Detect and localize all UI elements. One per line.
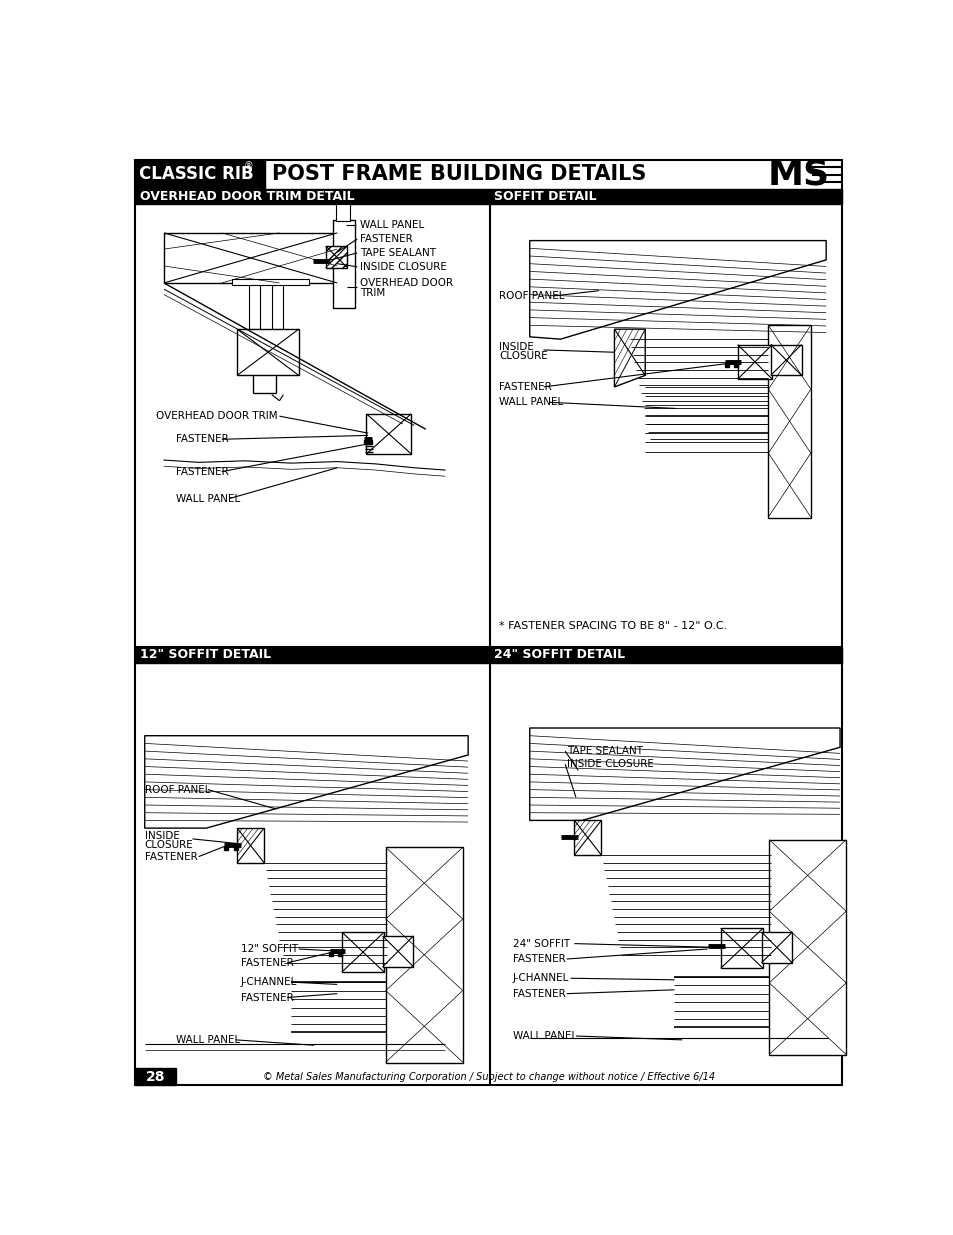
Text: FASTENER: FASTENER	[175, 435, 228, 445]
Text: OVERHEAD DOOR TRIM DETAIL: OVERHEAD DOOR TRIM DETAIL	[140, 190, 355, 204]
Text: 24" SOFFIT: 24" SOFFIT	[513, 939, 569, 948]
Bar	[385, 847, 462, 1063]
Text: 12" SOFFIT DETAIL: 12" SOFFIT DETAIL	[140, 648, 271, 662]
Bar	[720, 929, 762, 968]
Bar	[135, 1068, 175, 1086]
Polygon shape	[529, 727, 840, 820]
Polygon shape	[145, 736, 468, 829]
Polygon shape	[529, 241, 825, 340]
Text: INSIDE: INSIDE	[145, 831, 179, 841]
Text: WALL PANEL: WALL PANEL	[513, 1031, 577, 1041]
Text: * FASTENER SPACING TO BE 8" - 12" O.C.: * FASTENER SPACING TO BE 8" - 12" O.C.	[498, 621, 726, 631]
Text: J-CHANNEL: J-CHANNEL	[241, 977, 297, 987]
Text: CLOSURE: CLOSURE	[498, 351, 547, 361]
Text: SOFFIT DETAIL: SOFFIT DETAIL	[494, 190, 597, 204]
Bar	[489, 189, 841, 205]
Text: POST FRAME BUILDING DETAILS: POST FRAME BUILDING DETAILS	[272, 164, 645, 184]
Text: INSIDE: INSIDE	[498, 342, 534, 352]
Bar	[767, 325, 810, 517]
Bar	[341, 932, 384, 972]
Text: ROOF PANEL: ROOF PANEL	[145, 784, 210, 794]
Bar	[737, 345, 772, 379]
Text: TAPE SEALANT: TAPE SEALANT	[566, 746, 642, 756]
Text: 24" SOFFIT DETAIL: 24" SOFFIT DETAIL	[494, 648, 625, 662]
Text: WALL PANEL: WALL PANEL	[498, 398, 562, 408]
Bar	[770, 345, 801, 375]
Bar	[335, 205, 349, 221]
Text: WALL PANEL: WALL PANEL	[175, 1035, 239, 1045]
Bar	[237, 829, 264, 863]
Bar	[135, 159, 265, 189]
Text: INSIDE CLOSURE: INSIDE CLOSURE	[360, 262, 447, 272]
Bar	[366, 414, 411, 454]
Bar	[768, 840, 845, 1055]
Bar	[489, 647, 841, 662]
Bar	[249, 283, 260, 330]
Text: ROOF PANEL: ROOF PANEL	[498, 291, 564, 301]
Text: WALL PANEL: WALL PANEL	[175, 494, 239, 504]
Bar	[164, 233, 336, 283]
Bar	[135, 189, 489, 205]
Text: OVERHEAD DOOR TRIM: OVERHEAD DOOR TRIM	[156, 411, 277, 421]
Text: FASTENER: FASTENER	[498, 382, 551, 391]
Bar	[325, 246, 347, 268]
Text: ®: ®	[243, 161, 253, 170]
Text: OVERHEAD DOOR: OVERHEAD DOOR	[360, 278, 453, 288]
Text: 28: 28	[146, 1070, 165, 1084]
Text: J-CHANNEL: J-CHANNEL	[513, 973, 569, 983]
Text: FASTENER: FASTENER	[513, 989, 565, 999]
Bar	[382, 936, 413, 967]
Text: FASTENER: FASTENER	[145, 852, 197, 862]
Text: FASTENER: FASTENER	[175, 467, 228, 477]
Text: CLOSURE: CLOSURE	[145, 840, 193, 850]
Text: MS: MS	[767, 157, 829, 191]
Bar	[333, 220, 355, 309]
Text: 12" SOFFIT: 12" SOFFIT	[241, 944, 297, 953]
Text: WALL PANEL: WALL PANEL	[360, 220, 424, 230]
Text: TRIM: TRIM	[360, 288, 385, 298]
Polygon shape	[614, 330, 644, 387]
Text: CLASSIC RIB: CLASSIC RIB	[139, 165, 253, 183]
Text: FASTENER: FASTENER	[241, 958, 294, 968]
Text: © Metal Sales Manufacturing Corporation / Subject to change without notice / Eff: © Metal Sales Manufacturing Corporation …	[263, 1072, 714, 1082]
Bar	[574, 820, 600, 855]
Bar	[272, 283, 283, 330]
Text: FASTENER: FASTENER	[360, 235, 413, 245]
Bar	[760, 932, 792, 963]
Text: TAPE SEALANT: TAPE SEALANT	[360, 248, 436, 258]
Text: FASTENER: FASTENER	[513, 953, 565, 965]
Bar	[232, 279, 309, 285]
Bar	[135, 647, 489, 662]
Bar	[237, 330, 298, 375]
Text: FASTENER: FASTENER	[241, 993, 294, 1003]
Text: INSIDE CLOSURE: INSIDE CLOSURE	[566, 760, 653, 769]
